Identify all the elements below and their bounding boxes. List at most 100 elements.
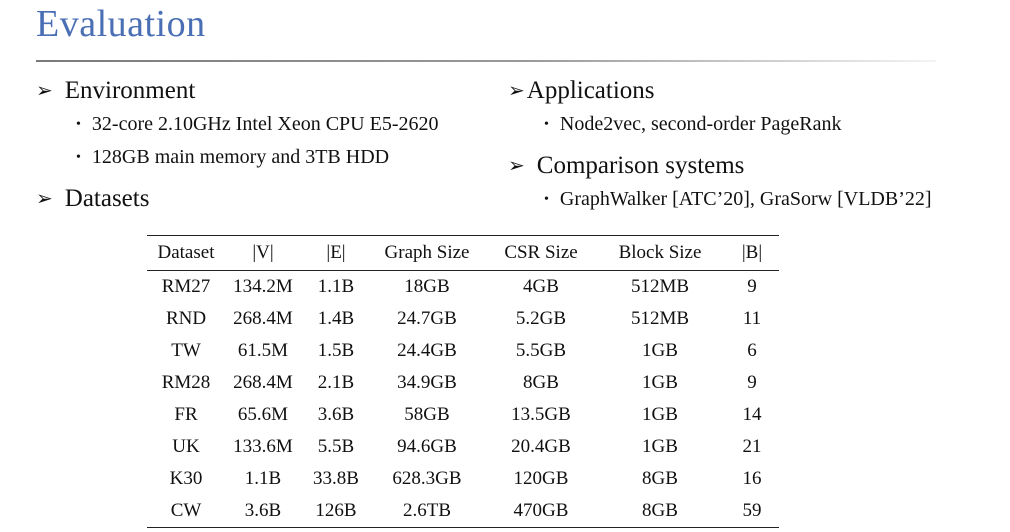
cell-graph-size: 24.7GB bbox=[397, 308, 457, 329]
cell-vertices: 133.6M bbox=[233, 436, 293, 457]
comparison-heading: ➢ Comparison systems bbox=[508, 152, 932, 180]
table-row: RM27 134.2M 1.1B 18GB 4GB 512MB 9 bbox=[147, 271, 779, 304]
cell-graph-size: 34.9GB bbox=[397, 372, 457, 393]
applications-heading-text: Applications bbox=[526, 77, 655, 104]
cell-block-size: 8GB bbox=[642, 468, 678, 489]
applications-section: ➢ Applications • Node2vec, second-order … bbox=[508, 77, 841, 141]
list-item: • 32-core 2.10GHz Intel Xeon CPU E5-2620 bbox=[76, 108, 439, 141]
cell-dataset: FR bbox=[174, 404, 198, 425]
cell-edges: 5.5B bbox=[317, 436, 355, 457]
cell-csr-size: 5.2GB bbox=[515, 308, 567, 329]
table-row: FR 65.6M 3.6B 58GB 13.5GB 1GB 14 bbox=[147, 399, 779, 431]
list-item: • 128GB main memory and 3TB HDD bbox=[76, 141, 439, 174]
cell-graph-size: 94.6GB bbox=[397, 436, 457, 457]
cell-vertices: 268.4M bbox=[233, 372, 293, 393]
list-item: • Node2vec, second-order PageRank bbox=[544, 108, 841, 141]
col-header-dataset: Dataset bbox=[147, 235, 221, 271]
cell-vertices: 134.2M bbox=[233, 276, 293, 297]
cell-graph-size: 58GB bbox=[404, 404, 450, 425]
table-row: TW 61.5M 1.5B 24.4GB 5.5GB 1GB 6 bbox=[147, 335, 779, 367]
cell-dataset: RM27 bbox=[161, 276, 211, 297]
environment-heading-text: Environment bbox=[64, 77, 196, 104]
environment-list: • 32-core 2.10GHz Intel Xeon CPU E5-2620… bbox=[76, 108, 439, 174]
comparison-list: • GraphWalker [ATC’20], GraSorw [VLDB’22… bbox=[544, 183, 932, 216]
cell-vertices: 65.6M bbox=[237, 404, 289, 425]
table-row: UK 133.6M 5.5B 94.6GB 20.4GB 1GB 21 bbox=[147, 431, 779, 463]
environment-section: ➢ Environment • 32-core 2.10GHz Intel Xe… bbox=[36, 77, 439, 174]
cell-edges: 3.6B bbox=[317, 404, 355, 425]
col-header-graph-size: Graph Size bbox=[367, 235, 487, 271]
cell-csr-size: 120GB bbox=[513, 468, 569, 489]
comparison-section: ➢ Comparison systems • GraphWalker [ATC’… bbox=[508, 152, 932, 216]
cell-blocks: 14 bbox=[742, 404, 762, 425]
cell-vertices: 61.5M bbox=[237, 340, 289, 361]
cell-dataset: CW bbox=[147, 495, 221, 528]
title-divider bbox=[36, 60, 936, 62]
list-item-text: 128GB main memory and 3TB HDD bbox=[91, 146, 390, 168]
cell-graph-size: 24.4GB bbox=[397, 340, 457, 361]
cell-graph-size: 2.6TB bbox=[367, 495, 487, 528]
cell-csr-size: 4GB bbox=[523, 276, 559, 297]
applications-list: • Node2vec, second-order PageRank bbox=[544, 108, 841, 141]
cell-blocks: 9 bbox=[747, 276, 757, 297]
applications-heading: ➢ Applications bbox=[508, 77, 841, 105]
col-header-vertices: |V| bbox=[221, 235, 305, 271]
arrow-bullet-icon: ➢ bbox=[36, 188, 53, 210]
cell-edges: 2.1B bbox=[317, 372, 355, 393]
cell-blocks: 9 bbox=[747, 372, 757, 393]
cell-vertices: 1.1B bbox=[244, 468, 282, 489]
cell-dataset: RND bbox=[165, 308, 207, 329]
datasets-heading-text: Datasets bbox=[64, 185, 150, 212]
list-item: • GraphWalker [ATC’20], GraSorw [VLDB’22… bbox=[544, 183, 932, 216]
arrow-bullet-icon: ➢ bbox=[36, 80, 53, 102]
comparison-heading-text: Comparison systems bbox=[536, 152, 745, 179]
cell-block-size: 8GB bbox=[595, 495, 725, 528]
cell-block-size: 512MB bbox=[630, 308, 690, 329]
bullet-dot-icon: • bbox=[544, 116, 549, 132]
cell-edges: 126B bbox=[305, 495, 367, 528]
cell-dataset: UK bbox=[172, 436, 200, 457]
cell-csr-size: 8GB bbox=[523, 372, 559, 393]
cell-edges: 1.5B bbox=[317, 340, 355, 361]
bullet-dot-icon: • bbox=[76, 116, 81, 132]
cell-edges: 1.4B bbox=[317, 308, 355, 329]
table-row: RM28 268.4M 2.1B 34.9GB 8GB 1GB 9 bbox=[147, 367, 779, 399]
bullet-dot-icon: • bbox=[544, 191, 549, 207]
cell-blocks: 59 bbox=[725, 495, 779, 528]
environment-heading: ➢ Environment bbox=[36, 77, 439, 105]
cell-block-size: 1GB bbox=[642, 404, 678, 425]
cell-csr-size: 5.5GB bbox=[515, 340, 567, 361]
cell-graph-size: 628.3GB bbox=[392, 468, 462, 489]
cell-block-size: 512MB bbox=[630, 276, 690, 297]
list-item-text: Node2vec, second-order PageRank bbox=[559, 113, 842, 135]
cell-edges: 1.1B bbox=[317, 276, 355, 297]
cell-block-size: 1GB bbox=[642, 340, 678, 361]
cell-dataset: TW bbox=[171, 340, 201, 361]
cell-block-size: 1GB bbox=[642, 372, 678, 393]
cell-csr-size: 20.4GB bbox=[511, 436, 571, 457]
cell-edges: 33.8B bbox=[313, 468, 359, 489]
cell-dataset: K30 bbox=[169, 468, 203, 489]
table-row: RND 268.4M 1.4B 24.7GB 5.2GB 512MB 11 bbox=[147, 303, 779, 335]
cell-blocks: 21 bbox=[742, 436, 762, 457]
cell-vertices: 3.6B bbox=[221, 495, 305, 528]
cell-blocks: 11 bbox=[742, 308, 762, 329]
table-row: K30 1.1B 33.8B 628.3GB 120GB 8GB 16 bbox=[147, 463, 779, 495]
list-item-text: 32-core 2.10GHz Intel Xeon CPU E5-2620 bbox=[91, 113, 439, 135]
cell-csr-size: 470GB bbox=[487, 495, 595, 528]
slide-title: Evaluation bbox=[36, 3, 206, 45]
cell-graph-size: 18GB bbox=[404, 276, 450, 297]
bullet-dot-icon: • bbox=[76, 149, 81, 165]
col-header-block-size: Block Size bbox=[595, 235, 725, 271]
cell-csr-size: 13.5GB bbox=[511, 404, 571, 425]
cell-blocks: 16 bbox=[742, 468, 762, 489]
datasets-section: ➢ Datasets bbox=[36, 185, 149, 213]
cell-block-size: 1GB bbox=[642, 436, 678, 457]
arrow-bullet-icon: ➢ bbox=[508, 155, 525, 177]
datasets-heading: ➢ Datasets bbox=[36, 185, 149, 213]
datasets-table: Dataset |V| |E| Graph Size CSR Size Bloc… bbox=[147, 235, 779, 528]
col-header-blocks: |B| bbox=[725, 235, 779, 271]
cell-dataset: RM28 bbox=[161, 372, 211, 393]
col-header-edges: |E| bbox=[305, 235, 367, 271]
table-header-row: Dataset |V| |E| Graph Size CSR Size Bloc… bbox=[147, 235, 779, 271]
